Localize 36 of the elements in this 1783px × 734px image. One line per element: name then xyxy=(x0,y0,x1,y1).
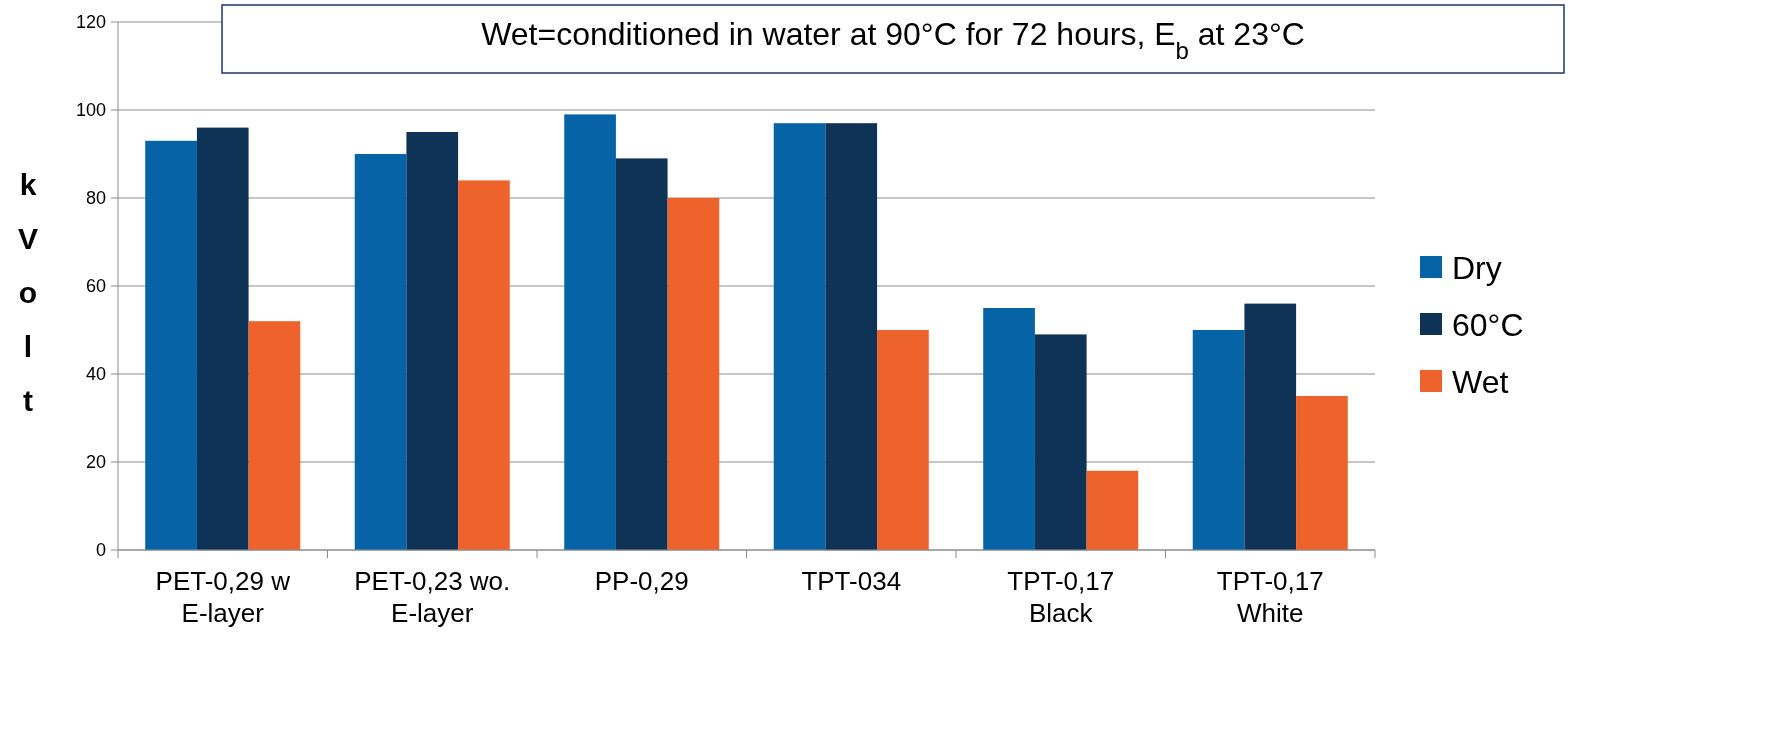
legend-label: 60°C xyxy=(1452,307,1524,344)
x-tick-label: PET-0,23 wo. E-layer xyxy=(354,566,511,628)
bar xyxy=(1034,334,1087,550)
bar xyxy=(667,198,720,550)
annotation: Wet=conditioned in water at 90°C for 72 hours, E$_{b}$ at 23°C xyxy=(481,16,1305,64)
bar xyxy=(1244,303,1297,550)
legend-label: Dry xyxy=(1452,250,1502,287)
x-tick-label: PET-0,29 w E-layer xyxy=(155,566,291,628)
bar xyxy=(983,308,1035,550)
y-tick-label: 60 xyxy=(85,276,106,297)
y-tick-label: 40 xyxy=(85,364,106,385)
bar xyxy=(248,321,301,550)
x-tick-label: PP-0,29 xyxy=(594,566,689,596)
bar xyxy=(825,123,878,550)
x-tick-label: TPT-034 xyxy=(801,566,902,596)
y-tick-label: 120 xyxy=(75,12,106,33)
y-tick-label: 80 xyxy=(85,188,106,209)
y-tick-label: 20 xyxy=(85,452,106,473)
x-tick-label: TPT-0,17 White xyxy=(1216,566,1324,628)
bar xyxy=(1192,330,1245,550)
bar xyxy=(877,330,929,550)
bar xyxy=(773,123,826,550)
bar xyxy=(354,154,407,550)
bar xyxy=(564,114,616,550)
bar xyxy=(1296,396,1348,550)
bar xyxy=(196,127,249,550)
legend-label: Wet xyxy=(1452,364,1509,401)
bar xyxy=(406,132,459,550)
bar xyxy=(458,180,510,550)
y-tick-label: 100 xyxy=(75,100,106,121)
bar xyxy=(145,140,197,550)
y-axis-title: kVolt xyxy=(17,168,39,417)
x-tick-label: TPT-0,17 Black xyxy=(1007,566,1115,628)
bar xyxy=(615,158,668,550)
bar xyxy=(1086,470,1139,550)
y-tick-label: 0 xyxy=(95,540,106,561)
